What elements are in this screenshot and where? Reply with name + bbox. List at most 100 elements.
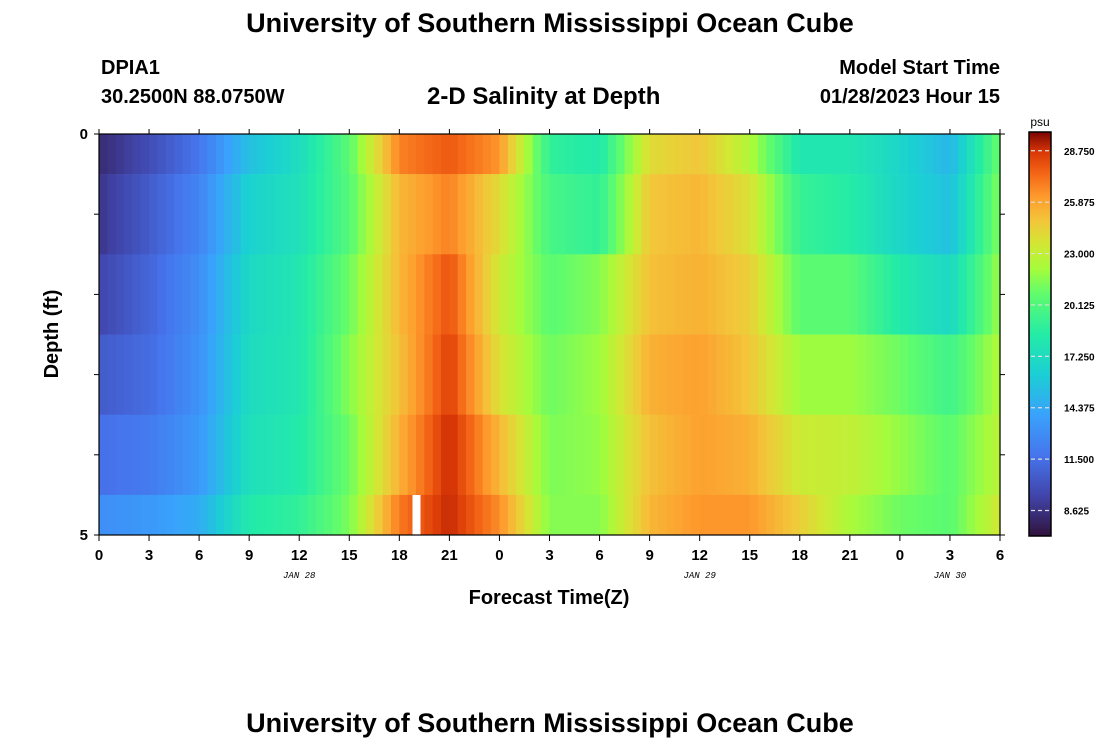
heatmap-cell [799,174,809,255]
heatmap-cell [824,334,834,415]
heatmap-cell [641,174,651,255]
heatmap-cell [749,134,759,175]
heatmap-cell [666,494,676,536]
heatmap-cell [474,134,484,175]
heatmap-cell [616,414,626,496]
heatmap-cell [582,134,592,175]
heatmap-cell [99,494,108,536]
heatmap-cell [791,174,801,255]
heatmap-cell [107,494,117,536]
heatmap-cell [199,334,209,415]
heatmap-cell [758,334,767,415]
heatmap-cell [641,494,651,536]
heatmap-cell [724,254,734,335]
heatmap-cell [682,134,692,175]
heatmap-cell [666,134,676,175]
x-tick-label: 6 [996,547,1004,564]
heatmap-cell [290,494,300,536]
heatmap-cell [674,134,684,175]
heatmap-cell [432,334,442,415]
heatmap-cell [382,254,392,335]
heatmap-cell [524,254,534,335]
heatmap-cell [541,134,551,175]
heatmap-cell [140,134,150,175]
heatmap-cell [991,334,1001,415]
heatmap-cell [165,134,175,175]
heatmap-cell [974,414,984,496]
heatmap-cell [758,494,767,536]
heatmap-cell [716,494,726,536]
heatmap-cell [390,174,400,255]
heatmap-cell [783,494,793,536]
heatmap-cell [808,174,818,255]
heatmap-cell [332,134,342,175]
heatmap-cell [257,174,267,255]
heatmap-cell [240,334,250,415]
heatmap-cell [708,494,717,536]
heatmap-cell [215,174,225,255]
heatmap-cell [566,334,576,415]
heatmap-cell [749,414,759,496]
heatmap-cell [541,174,551,255]
heatmap-cell [899,414,909,496]
heatmap-cell [574,254,584,335]
heatmap-cell [624,334,634,415]
heatmap-cell [974,254,984,335]
y-tick-label: 0 [80,126,88,143]
heatmap-cell [632,414,642,496]
colorbar-tick-label: 25.875 [1064,198,1095,209]
colorbar-tick-label: 8.625 [1064,507,1089,518]
heatmap-cell [891,414,901,496]
heatmap-cell [774,134,784,175]
heatmap-cell [482,334,492,415]
heatmap-cell [491,134,501,175]
heatmap-cell [766,414,776,496]
heatmap-cell [816,254,826,335]
heatmap-cell [482,254,492,335]
heatmap-cell [157,174,167,255]
heatmap-cell [841,334,851,415]
heatmap-cell [808,254,818,335]
heatmap-cell [199,134,209,175]
heatmap-cell [232,494,242,536]
heatmap-cell [374,174,384,255]
heatmap-cell [974,174,984,255]
heatmap-cell [699,174,709,255]
heatmap-cell [449,254,459,335]
heatmap-cell [833,334,843,415]
heatmap-cell [174,134,184,175]
heatmap-cell [949,334,959,415]
date-label: JAN 28 [283,571,316,581]
heatmap-cell [783,174,793,255]
x-tick-label: 21 [841,547,858,564]
heatmap-cell [374,334,384,415]
heatmap-cell [924,334,934,415]
heatmap-cell [432,134,442,175]
heatmap-cell [516,414,526,496]
heatmap-cell [99,334,108,415]
heatmap-cell [382,494,392,536]
heatmap-cell [883,494,893,536]
heatmap-cell [941,174,951,255]
heatmap-cell [357,414,367,496]
heatmap-cell [407,494,417,536]
heatmap-cell [349,494,359,536]
heatmap-cell [115,134,125,175]
heatmap-cell [649,334,659,415]
heatmap-cell [808,494,818,536]
heatmap-cell [140,334,150,415]
heatmap-cell [357,134,367,175]
heatmap-cell [666,414,676,496]
heatmap-cell [165,254,175,335]
model-start-value: 01/28/2023 Hour 15 [819,86,1000,108]
heatmap-cell [524,494,534,536]
heatmap-cell [866,134,876,175]
heatmap-cell [132,174,142,255]
heatmap-cell [332,174,342,255]
heatmap-cell [307,414,317,496]
heatmap-cell [441,174,450,255]
heatmap-cell [774,334,784,415]
heatmap-cell [574,134,584,175]
heatmap-cell [149,494,158,536]
heatmap-cell [991,174,1001,255]
